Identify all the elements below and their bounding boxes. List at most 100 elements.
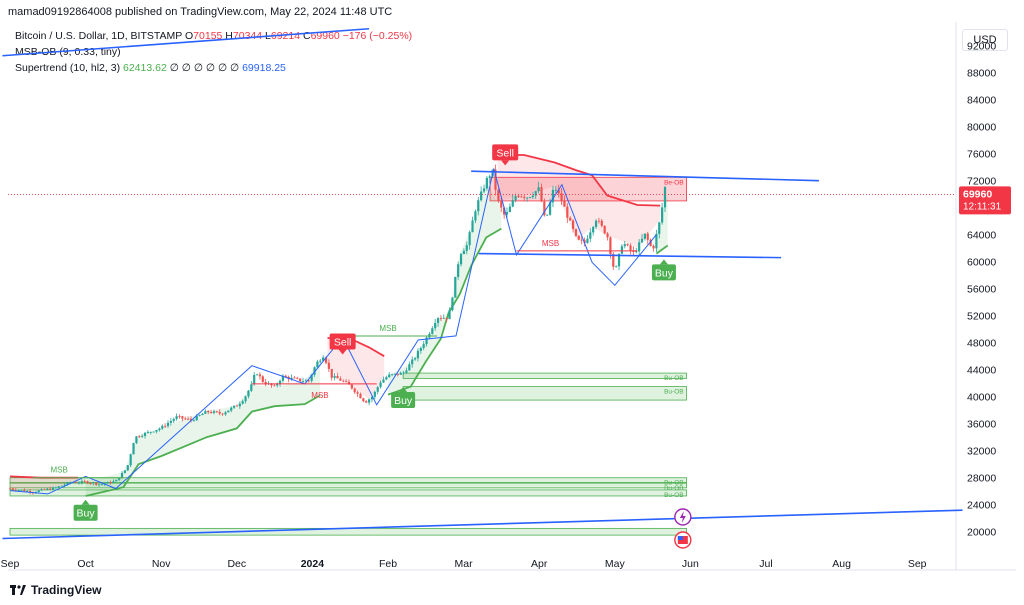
candle-up [172, 419, 175, 421]
candle-up [405, 370, 408, 373]
sell-signal-label: Sell [496, 147, 514, 159]
candle-up [40, 489, 43, 491]
candle-up [413, 358, 417, 360]
trendline-top-left-line[interactable] [2, 27, 370, 57]
lightning-bolt-icon [679, 511, 686, 523]
candle-up [416, 350, 420, 359]
zigzag-line [9, 168, 657, 495]
currency-button[interactable]: USD [962, 29, 1008, 51]
order-block-label: Be-OB [664, 179, 684, 186]
candle-down [29, 490, 32, 493]
candle-down [284, 375, 287, 377]
buy-signal[interactable] [73, 504, 98, 521]
supertrend-legend[interactable]: Supertrend (10, hl2, 3) 62413.62 ∅ ∅ ∅ ∅… [15, 62, 286, 74]
candle-up [402, 372, 405, 374]
high-label: H [225, 30, 233, 42]
candle-up [26, 490, 29, 492]
candle-down [350, 384, 353, 389]
candle-down [580, 239, 583, 241]
candle-up [488, 176, 491, 178]
candle-up [451, 297, 454, 311]
buy-signal[interactable] [391, 391, 416, 408]
candle-up [379, 382, 382, 388]
candle-up [301, 381, 305, 382]
sell-signal-label: Sell [334, 336, 352, 348]
candle-up [281, 375, 285, 381]
candle-up [112, 481, 115, 484]
footer-brand-text: TradingView [31, 583, 102, 597]
candle-up [118, 478, 121, 480]
candle-down [74, 482, 78, 484]
trendline-upper-resistance[interactable] [471, 170, 819, 182]
candle-up [51, 487, 55, 490]
candle-up [72, 482, 75, 484]
candle-up [276, 384, 279, 386]
candle-down [324, 357, 328, 363]
candle-down [356, 392, 359, 394]
candle-up [617, 253, 621, 267]
candle-down [362, 398, 365, 402]
candle-down [181, 416, 184, 419]
candle-down [43, 489, 46, 491]
candle-down [566, 206, 569, 218]
candle-down [609, 237, 612, 254]
candle-up [316, 361, 319, 368]
candle-up [370, 396, 374, 400]
candle-up [408, 364, 411, 371]
candle-up [166, 422, 170, 427]
candle-down [264, 381, 267, 385]
y-tick-label: 28000 [967, 473, 996, 485]
candle-down [612, 253, 615, 267]
msb-label: MSB [311, 391, 328, 400]
supertrend-empty-flags: ∅ ∅ ∅ ∅ ∅ ∅ [169, 62, 240, 74]
candle-up [615, 266, 618, 268]
candle-down [563, 200, 566, 207]
y-tick-label: 20000 [967, 527, 996, 539]
x-tick-label: Sep [908, 558, 927, 570]
sell-signal[interactable] [329, 333, 356, 350]
order-block-label: Bu-OB [664, 389, 684, 396]
bearish-order-block [489, 176, 688, 202]
x-tick-label: Oct [77, 558, 93, 570]
candle-down [571, 220, 575, 230]
sell-signal[interactable] [492, 144, 519, 161]
candle-up [161, 425, 164, 429]
x-tick-label: Mar [455, 558, 474, 570]
candle-up [399, 372, 402, 375]
candle-down [520, 196, 523, 198]
candle-up [537, 187, 540, 192]
candle-up [155, 430, 158, 432]
supertrend-down-line [497, 154, 661, 207]
trendline-long-term-support[interactable] [2, 509, 963, 540]
supertrend-indicator-name[interactable]: Supertrend (10, hl2, 3) [15, 62, 121, 74]
candle-down [503, 207, 506, 215]
candle-down [347, 381, 351, 385]
y-tick-label: 32000 [967, 446, 996, 458]
candle-down [273, 385, 276, 387]
candle-up [60, 485, 63, 487]
candle-up [77, 482, 81, 484]
candle-down [652, 245, 655, 249]
candle-up [382, 379, 385, 383]
symbol-name[interactable]: Bitcoin / U.S. Dollar, 1D, BITSTAMP [15, 30, 183, 42]
candle-up [480, 191, 483, 201]
x-tick-label: Feb [379, 558, 397, 570]
candle-down [396, 373, 399, 375]
footer-brand[interactable]: TradingView [10, 583, 101, 597]
candle-up [212, 411, 216, 413]
candle-down [207, 410, 210, 413]
sell-signal-pointer [501, 160, 510, 166]
candle-down [497, 189, 500, 202]
candle-up [192, 420, 195, 422]
candle-up [230, 407, 233, 411]
candle-up [462, 250, 466, 255]
candle-up [63, 484, 66, 486]
candle-up [457, 264, 460, 277]
candle-down [365, 401, 368, 403]
trendline-lower-support[interactable] [478, 252, 782, 259]
x-tick-label: Jul [759, 558, 772, 570]
candle-down [603, 225, 606, 234]
candle-up [508, 206, 511, 213]
buy-signal[interactable] [651, 264, 676, 281]
